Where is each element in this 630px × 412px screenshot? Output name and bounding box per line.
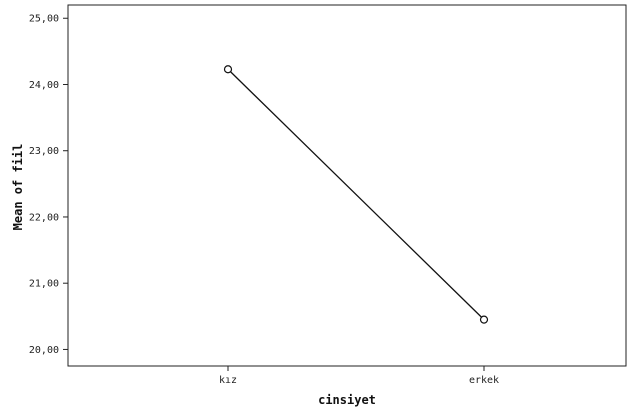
- y-axis-ticks: 20,00 21,00 22,00 23,00 24,00 25,00: [29, 14, 68, 356]
- plot-area: [67, 4, 627, 367]
- y-tick-label: 21,00: [29, 279, 59, 290]
- series-line: [227, 68, 485, 321]
- y-axis-title: Mean of fiil: [11, 144, 25, 231]
- series-layer: [223, 65, 489, 324]
- y-tick-label: 23,00: [29, 146, 59, 157]
- x-axis-ticks: kız erkek: [219, 366, 499, 386]
- y-tick-label: 20,00: [29, 345, 59, 356]
- data-point-marker: [479, 315, 489, 324]
- y-tick-label: 22,00: [29, 212, 59, 223]
- x-tick-label: kız: [219, 375, 237, 386]
- y-tick-label: 24,00: [29, 80, 59, 91]
- x-tick-label: erkek: [469, 375, 499, 386]
- y-tick-label: 25,00: [29, 14, 59, 25]
- x-axis-title: cinsiyet: [318, 393, 376, 407]
- data-point-marker: [223, 65, 233, 74]
